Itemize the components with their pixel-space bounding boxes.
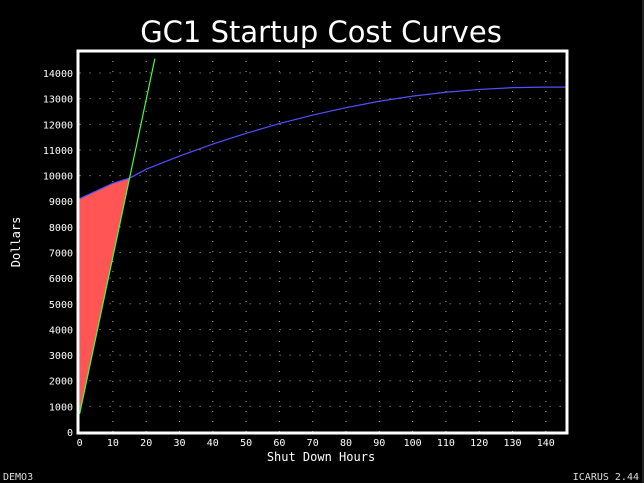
- x-tick-label: 120: [470, 438, 488, 449]
- grid: [79, 51, 567, 432]
- y-tick-label: 5000: [49, 300, 73, 311]
- x-tick-label: 100: [404, 438, 422, 449]
- x-tick-label: 90: [373, 438, 385, 449]
- x-axis-label: Shut Down Hours: [267, 450, 375, 464]
- x-tick-label: 0: [77, 438, 83, 449]
- x-tick-label: 130: [503, 438, 521, 449]
- x-tick-label: 50: [240, 438, 252, 449]
- y-tick-label: 2000: [49, 377, 73, 388]
- x-tick-label: 60: [273, 438, 285, 449]
- x-tick-label: 40: [207, 438, 219, 449]
- chart-title: GC1 Startup Cost Curves: [140, 15, 502, 49]
- banking-line: [79, 58, 156, 415]
- y-tick-label: 4000: [49, 325, 73, 336]
- y-tick-label: 10000: [43, 172, 73, 183]
- y-tick-label: 13000: [43, 95, 73, 106]
- marks: [79, 58, 566, 415]
- x-tick-label: 20: [140, 438, 152, 449]
- y-tick-label: 11000: [43, 146, 73, 157]
- footer-left: DEMO3: [3, 472, 33, 483]
- x-tick-label: 140: [537, 438, 555, 449]
- cold-start-curve: [79, 86, 566, 200]
- y-tick-label: 1000: [49, 402, 73, 413]
- x-tick-label: 10: [107, 438, 119, 449]
- y-tick-label: 6000: [49, 274, 73, 285]
- y-tick-label: 8000: [49, 223, 73, 234]
- y-tick-label: 3000: [49, 351, 73, 362]
- y-axis-label: Dollars: [9, 217, 23, 268]
- x-tick-label: 30: [173, 438, 185, 449]
- x-tick-label: 110: [437, 438, 455, 449]
- x-tick-label: 70: [307, 438, 319, 449]
- y-tick-label: 12000: [43, 120, 73, 131]
- plot-frame: [76, 49, 569, 435]
- y-tick-label: 14000: [43, 69, 73, 80]
- x-tick-label: 80: [340, 438, 352, 449]
- y-tick-label: 7000: [49, 249, 73, 260]
- y-tick-label: 0: [67, 428, 73, 439]
- footer-right: ICARUS 2.44: [573, 472, 639, 483]
- tick-labels: 0 10 20 30 40 50 60 70 80 90 100 110 120 130 140 0 1000 2…: [43, 69, 555, 449]
- y-tick-label: 9000: [49, 197, 73, 208]
